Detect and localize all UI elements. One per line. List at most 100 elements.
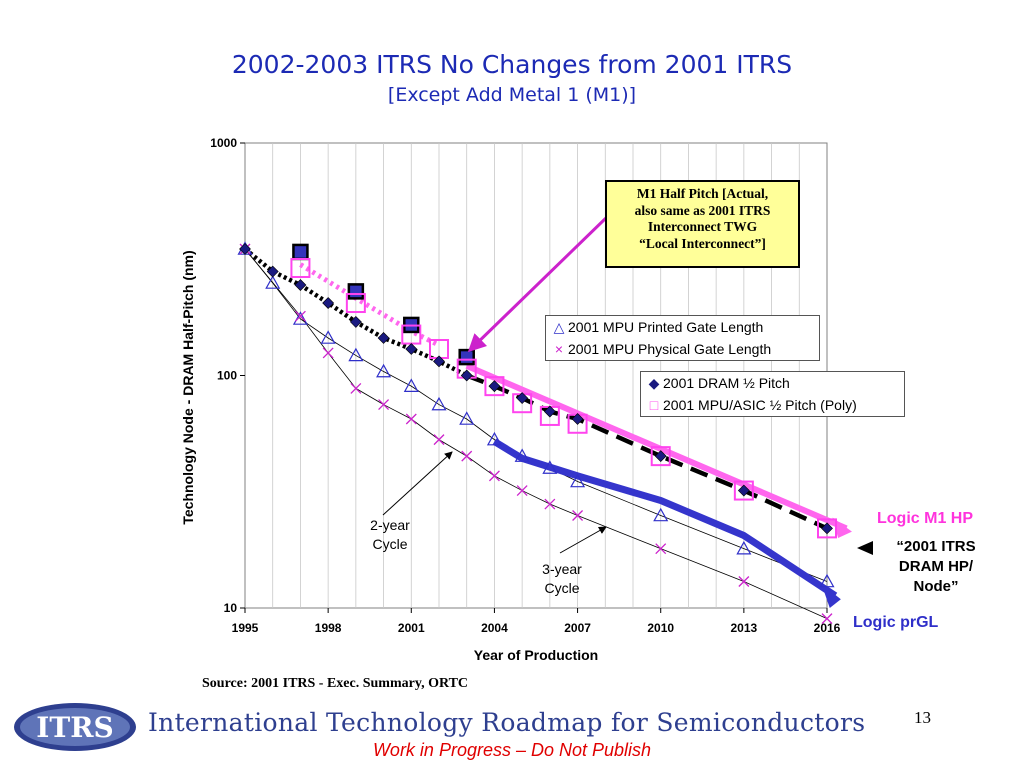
three-year-arrow xyxy=(559,526,607,554)
callout-line-4: “Local Interconnect”] xyxy=(639,235,766,251)
x-tick-label: 2016 xyxy=(814,621,841,635)
x-tick-label: 2007 xyxy=(564,621,591,635)
dram-point xyxy=(349,315,362,328)
callout-line-3: Interconnect TWG xyxy=(647,219,758,234)
diamond-icon: ◆ xyxy=(648,375,660,391)
poly-pitch-point xyxy=(817,518,837,539)
m1-point xyxy=(347,283,365,300)
dram-point xyxy=(377,332,390,344)
legend-item-poly: □ 2001 MPU/ASIC ½ Pitch (Poly) xyxy=(641,394,904,416)
trend-printed-gate xyxy=(244,248,828,582)
printed-gate-point xyxy=(292,311,308,325)
physical-gate-point xyxy=(433,434,445,446)
logic-prgl-arrowhead xyxy=(821,583,841,608)
footer-note: Work in Progress – Do Not Publish xyxy=(372,740,652,760)
x-tick-label: 2010 xyxy=(647,621,674,635)
y-axis-label: Technology Node - DRAM Half-Pitch (nm) xyxy=(180,250,196,524)
logo-text: ITRS xyxy=(36,711,113,744)
physical-gate-point xyxy=(405,413,417,425)
dram-point xyxy=(543,405,556,418)
x-tick-label: 2001 xyxy=(398,621,425,635)
physical-gate-point xyxy=(738,576,750,587)
printed-gate-point xyxy=(819,573,835,588)
x-tick-label: 2004 xyxy=(481,621,508,635)
printed-gate-point xyxy=(736,540,752,555)
dram-point xyxy=(571,413,584,425)
physical-gate-point xyxy=(655,543,667,555)
legend-dram: ◆ 2001 DRAM ½ Pitch □ 2001 MPU/ASIC ½ Pitc… xyxy=(640,371,905,417)
logic-m1-hp-arrowhead xyxy=(832,517,852,539)
cross-icon: × xyxy=(554,341,564,357)
dram-point xyxy=(821,522,833,535)
printed-gate-point xyxy=(403,378,419,392)
source-note: Source: 2001 ITRS - Exec. Summary, ORTC xyxy=(202,676,469,691)
dram-node-label: “2001 ITRS DRAM HP/ Node” xyxy=(896,538,976,595)
logic-prgl-line xyxy=(492,438,838,599)
chart: 1995 1998 2001 2004 2007 2010 2013 2016 10 100 100… xyxy=(180,136,873,663)
physical-gate-point xyxy=(572,510,584,521)
printed-gate-point xyxy=(514,448,530,462)
poly-pitch-point xyxy=(290,257,311,278)
logic-m1-hp-label: Logic M1 HP xyxy=(877,510,974,527)
x-tick-label: 1998 xyxy=(315,621,342,635)
physical-gate-point xyxy=(821,613,833,625)
poly-pitch-point xyxy=(484,376,505,397)
poly-pitch-point xyxy=(733,480,754,501)
y-tick-label: 1000 xyxy=(210,136,237,150)
poly-pitch-point xyxy=(345,293,366,314)
physical-gate-point xyxy=(544,498,556,510)
x-axis-label: Year of Production xyxy=(474,647,598,663)
printed-gate-point xyxy=(320,330,336,344)
x-tick-label: 2013 xyxy=(731,621,758,635)
callout-line-1: M1 Half Pitch [Actual, xyxy=(636,186,769,201)
printed-gate-point xyxy=(570,473,586,488)
square-icon: □ xyxy=(649,397,659,413)
printed-gate-point xyxy=(542,460,558,474)
legend-item-dram: ◆ 2001 DRAM ½ Pitch xyxy=(641,372,904,394)
m1-point xyxy=(292,243,309,261)
two-year-label: 2-year Cycle xyxy=(370,517,410,552)
footer-title: International Technology Roadmap for Sem… xyxy=(148,708,866,737)
legend-mpu: △ 2001 MPU Printed Gate Length × 2001 MPU … xyxy=(545,315,820,361)
callout-line-2: also same as 2001 ITRS xyxy=(634,202,771,218)
physical-gate-point xyxy=(294,310,306,322)
trend-dram-dashed xyxy=(465,373,828,531)
dram-point xyxy=(488,380,501,393)
physical-gate-point xyxy=(488,470,500,482)
m1-callout: M1 Half Pitch [Actual, also same as 2001… xyxy=(605,180,800,268)
physical-gate-point xyxy=(461,450,473,462)
y-tick-label: 10 xyxy=(224,601,238,615)
logic-prgl-label: Logic prGL xyxy=(853,614,939,631)
page-number: 13 xyxy=(914,708,931,727)
dram-point xyxy=(516,392,529,404)
printed-gate-point xyxy=(265,275,281,289)
dram-point xyxy=(654,450,667,463)
printed-gate-point xyxy=(653,507,669,522)
two-year-arrow xyxy=(382,451,453,516)
physical-gate-point xyxy=(350,382,362,394)
physical-gate-point xyxy=(322,347,334,359)
triangle-icon: △ xyxy=(553,319,565,335)
dram-point xyxy=(239,243,251,255)
m1-point xyxy=(458,348,475,366)
page-title: 2002-2003 ITRS No Changes from 2001 ITRS xyxy=(231,50,793,79)
physical-gate-point xyxy=(516,485,528,497)
itrs-logo: ITRS xyxy=(14,703,136,751)
legend-item-printed-gate: △ 2001 MPU Printed Gate Length xyxy=(546,316,819,338)
dram-point xyxy=(294,279,307,291)
physical-gate-point xyxy=(378,399,390,411)
dram-point xyxy=(737,484,750,497)
dram-point xyxy=(460,369,473,382)
page-subtitle: [Except Add Metal 1 (M1)] xyxy=(387,84,637,106)
poly-pitch-point xyxy=(650,446,671,467)
dram-node-pointer-icon xyxy=(857,541,873,555)
y-tick-label: 100 xyxy=(217,369,237,383)
printed-gate-point xyxy=(348,347,364,362)
dram-point xyxy=(433,355,445,368)
legend-item-physical-gate: × 2001 MPU Physical Gate Length xyxy=(546,338,819,360)
dram-point xyxy=(322,297,335,309)
callout-arrow xyxy=(467,216,608,353)
printed-gate-point xyxy=(459,411,475,425)
dram-point xyxy=(266,265,279,278)
dram-point xyxy=(405,343,418,355)
